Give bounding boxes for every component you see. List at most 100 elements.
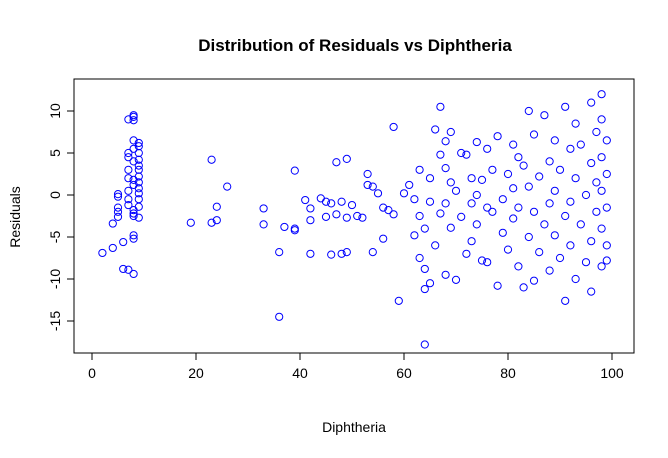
data-point (519, 283, 528, 292)
data-point (451, 275, 461, 284)
data-point (587, 98, 596, 107)
data-point (389, 210, 398, 219)
data-point (129, 116, 138, 125)
data-point (467, 237, 476, 246)
data-point (337, 249, 346, 258)
data-point (415, 165, 424, 174)
data-point (337, 197, 346, 206)
data-point (207, 218, 216, 227)
data-point (602, 241, 611, 250)
data-point (332, 210, 341, 219)
data-point (399, 189, 409, 198)
data-point (212, 216, 221, 225)
data-point (425, 279, 435, 288)
data-point (373, 189, 383, 198)
data-point (129, 136, 138, 145)
data-point (488, 165, 497, 174)
data-point (462, 249, 471, 258)
data-point (124, 200, 133, 210)
data-point (592, 127, 601, 137)
data-point (503, 169, 513, 179)
data-point (113, 203, 123, 212)
data-point (540, 111, 549, 120)
data-point (446, 178, 455, 187)
data-point (108, 219, 117, 228)
data-point (483, 258, 492, 267)
data-point (529, 207, 539, 216)
data-point (353, 211, 362, 221)
data-point (571, 274, 580, 284)
data-point (498, 195, 507, 204)
data-point (431, 125, 440, 134)
data-point (592, 207, 601, 216)
data-point (327, 199, 336, 208)
data-point (134, 161, 143, 170)
data-point (129, 112, 138, 121)
data-point (524, 232, 533, 242)
y-tick-label: 5 (47, 149, 63, 157)
x-tick-label: 40 (292, 365, 308, 381)
data-point (472, 190, 481, 200)
data-point (124, 174, 133, 183)
data-point (467, 199, 476, 208)
x-tick-label: 0 (88, 365, 96, 381)
data-point (347, 200, 357, 210)
data-point (306, 249, 315, 258)
data-point (259, 204, 268, 213)
data-point (363, 180, 372, 190)
data-point (576, 140, 585, 149)
data-point (124, 153, 133, 162)
data-point (514, 262, 523, 271)
y-tick-label: -10 (47, 269, 63, 289)
data-point (207, 155, 216, 164)
data-point (431, 241, 440, 250)
data-point (503, 245, 513, 254)
data-point (379, 234, 388, 243)
y-tick-label: -15 (47, 311, 63, 331)
data-point (384, 206, 393, 215)
x-tick-label: 100 (600, 365, 624, 381)
data-point (451, 186, 461, 195)
data-point (597, 153, 606, 162)
data-point (550, 231, 559, 240)
data-point (493, 281, 502, 290)
data-point (477, 175, 487, 184)
data-point (129, 157, 138, 166)
data-point (280, 222, 289, 232)
data-point (415, 253, 424, 263)
data-point (342, 248, 351, 257)
data-point (550, 186, 559, 195)
data-point (602, 203, 611, 212)
data-point (306, 204, 315, 213)
data-point (509, 140, 518, 149)
data-point (602, 169, 611, 179)
data-point (129, 234, 138, 243)
data-point (602, 136, 611, 145)
data-point (441, 199, 450, 208)
data-point (545, 266, 554, 275)
data-point (597, 115, 606, 124)
data-point (119, 264, 128, 274)
data-point (483, 144, 492, 153)
y-tick-label: 10 (47, 103, 63, 119)
data-point (134, 202, 143, 211)
data-point (321, 197, 331, 206)
data-point (124, 115, 133, 124)
data-point (113, 190, 123, 199)
x-tick-label: 80 (500, 365, 516, 381)
data-point (290, 224, 299, 233)
data-point (509, 184, 518, 193)
data-point (587, 158, 596, 168)
data-point (587, 287, 596, 296)
data-point (420, 340, 429, 349)
data-point (545, 157, 554, 166)
chart-title: Distribution of Residuals vs Diphtheria (198, 36, 512, 55)
data-point (129, 209, 138, 218)
x-tick-label: 60 (396, 365, 412, 381)
data-point (332, 158, 341, 167)
data-point (462, 150, 471, 159)
data-point (124, 148, 133, 158)
data-point (587, 237, 596, 246)
data-point (119, 237, 128, 247)
